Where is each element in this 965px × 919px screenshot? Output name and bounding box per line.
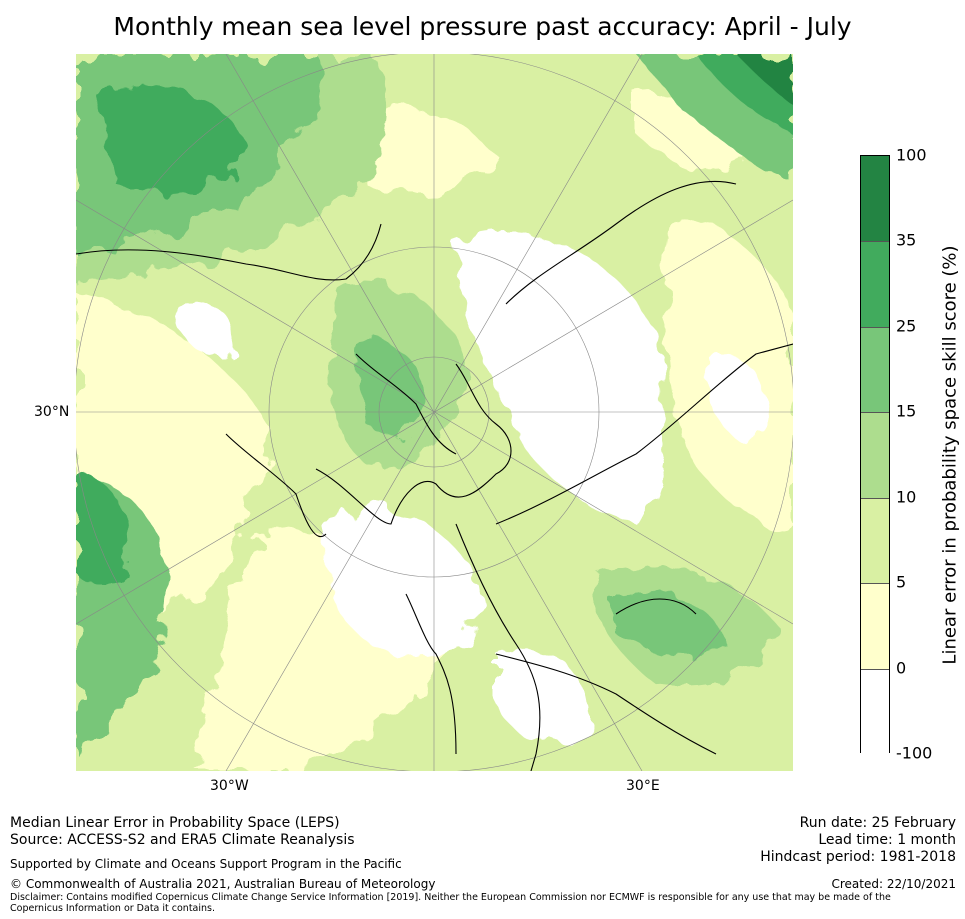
colorbar-tick-label: 15 [896, 401, 917, 421]
colorbar-tick-label: 100 [896, 145, 927, 165]
footer-disclaimer: Disclaimer: Contains modified Copernicus… [10, 892, 891, 914]
colorbar-tick-label: 10 [896, 487, 917, 507]
colorbar-bin [861, 326, 889, 413]
footer-run-info: Run date: 25 February Lead time: 1 month… [760, 815, 956, 866]
british-isles-coast [405, 593, 457, 755]
lead-time: Lead time: 1 month [818, 832, 956, 848]
lon-label-30w: 30°W [210, 778, 249, 794]
scandinavia-coast [455, 523, 541, 771]
created-date: Created: 22/10/2021 [831, 877, 956, 891]
colorbar-bin [861, 668, 889, 754]
graticule [76, 54, 793, 771]
footer-description: Median Linear Error in Probability Space… [10, 815, 355, 849]
hindcast-period: Hindcast period: 1981-2018 [760, 849, 956, 865]
run-date: Run date: 25 February [799, 815, 956, 831]
footer-source: Source: ACCESS-S2 and ERA5 Climate Reana… [10, 832, 355, 848]
mediterranean-coast [495, 653, 717, 755]
north-america-coast [76, 223, 382, 281]
polar-map [76, 54, 793, 771]
colorbar-tick-label: -100 [896, 743, 933, 763]
lat-label-30n: 30°N [34, 404, 70, 420]
colorbar-tick-label: 0 [896, 658, 907, 678]
colorbar-bin [861, 412, 889, 498]
colorbar-tick-label: 25 [896, 316, 917, 336]
alaska-coast [505, 180, 737, 305]
colorbar [860, 155, 890, 754]
lon-label-30e: 30°E [626, 778, 660, 794]
colorbar-title: Linear error in probability space skill … [939, 245, 961, 665]
map-canvas [76, 54, 793, 771]
colorbar-bin [861, 497, 889, 584]
greenland-coast [315, 363, 512, 525]
skill-field-patches [76, 54, 793, 771]
footer-supported: Supported by Climate and Oceans Support … [10, 857, 402, 871]
chart-title: Monthly mean sea level pressure past acc… [113, 12, 852, 41]
colorbar-bin [861, 583, 889, 669]
coastlines [76, 180, 793, 771]
colorbar-tick-label: 5 [896, 572, 907, 592]
footer-copyright: © Commonwealth of Australia 2021, Austra… [10, 877, 436, 891]
colorbar-bin [861, 241, 889, 327]
colorbar-tick-label: 35 [896, 230, 917, 250]
colorbar-bin [861, 156, 889, 242]
footer-leps: Median Linear Error in Probability Space… [10, 815, 340, 831]
siberia-coast [495, 343, 793, 525]
